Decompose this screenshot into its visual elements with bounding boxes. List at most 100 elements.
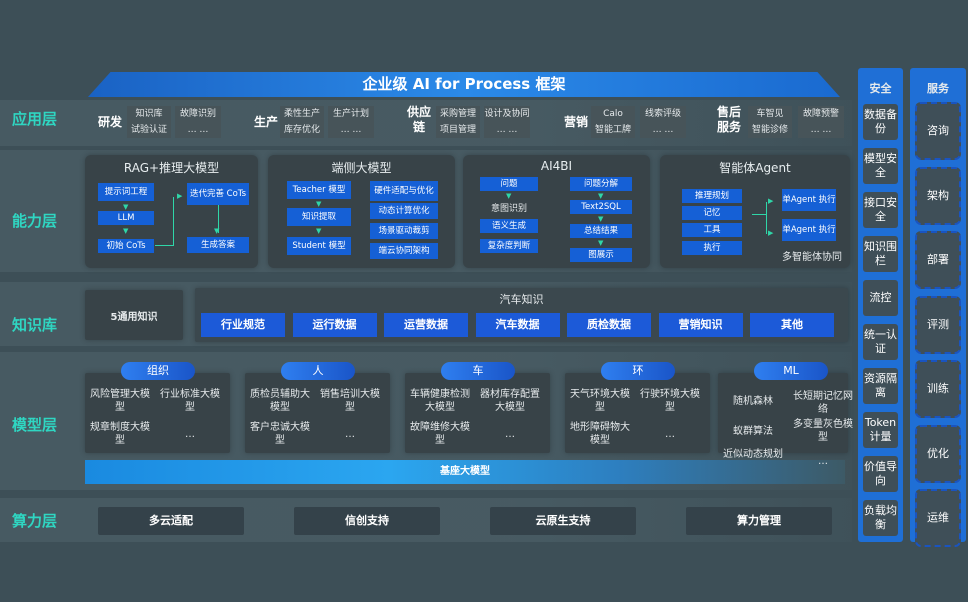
ai4bi-item: 问题: [480, 177, 538, 191]
rag-panel: RAG+推理大模型 提示词工程 ▼ LLM ▼ 初始 CoTs ▶ 迭代完善 C…: [85, 155, 258, 268]
model-item: 销售培训大模型: [320, 389, 380, 413]
rag-item: 初始 CoTs: [98, 239, 154, 253]
general-knowledge-label: 5通用知识: [110, 312, 158, 323]
single-agent-box: 单Agent 执行: [782, 189, 836, 211]
service-item: 部署: [915, 231, 961, 289]
model-item: 故障维修大模型: [410, 422, 470, 446]
app-item: … …: [810, 125, 832, 135]
app-group-label: 售后服务: [716, 105, 741, 134]
compute-item: 算力管理: [686, 507, 832, 535]
security-item: 负载均衡: [863, 500, 898, 536]
arrow-right-icon: ▶: [177, 192, 183, 200]
compute-item: 信创支持: [294, 507, 440, 535]
edge-item: 动态计算优化: [370, 203, 438, 219]
app-group-label: 供应链: [406, 105, 431, 134]
app-item: 线索评级: [644, 109, 681, 119]
edge-item: Teacher 模型: [287, 181, 351, 199]
model-item: 蚁群算法: [733, 426, 773, 437]
model-item: 行业标准大模型: [160, 389, 220, 413]
ai4bi-item: 语义生成: [480, 219, 538, 233]
service-title: 服务: [927, 82, 949, 95]
ai4bi-title: AI4BI: [540, 159, 573, 173]
model-category-pill: 环: [601, 362, 675, 380]
page-title: 企业级 AI for Process 框架: [88, 72, 840, 97]
model-item: 随机森林: [733, 396, 773, 407]
rag-item: 生成答案: [187, 237, 249, 253]
arrow-down-icon: ▼: [316, 200, 322, 208]
app-item: 车智见: [756, 109, 784, 119]
model-item: 风险管理大模型: [90, 389, 150, 413]
edge-item: Student 模型: [287, 237, 351, 255]
rag-item: LLM: [98, 211, 154, 225]
model-item: 地形障碍物大模型: [570, 422, 630, 446]
knowledge-item: 营销知识: [658, 313, 743, 337]
security-item: 统一认证: [863, 324, 898, 360]
ai4bi-panel: AI4BI 问题 ▼ 意图识别 语义生成 复杂度判断 问题分解 ▼ Text2S…: [463, 155, 650, 268]
service-item: 运维: [915, 489, 961, 547]
arrow-down-icon: ▼: [598, 239, 604, 247]
agent-item: 工具: [682, 223, 742, 237]
service-item: 训练: [915, 360, 961, 418]
model-item: 长短期记忆网络: [793, 391, 853, 415]
security-item: 资源隔离: [863, 368, 898, 404]
agent-panel: 智能体Agent 推理规划 记忆 工具 执行 ▶ ▶ 单Agent 执行 单Ag…: [660, 155, 850, 268]
app-item: … …: [496, 125, 518, 135]
agent-item: 推理规划: [682, 189, 742, 203]
app-item: … …: [340, 125, 362, 135]
ai4bi-item: 图展示: [570, 248, 632, 262]
arrow-down-icon: ▼: [598, 192, 604, 200]
ai4bi-item: 意图识别: [490, 204, 527, 214]
rag-title: RAG+推理大模型: [123, 161, 220, 175]
layer-label-app: 应用层: [12, 110, 58, 128]
app-item: 试验认证: [130, 125, 167, 135]
edge-model-panel: 端侧大模型 Teacher 模型 ▼ 知识提取 ▼ Student 模型 硬件适…: [268, 155, 455, 268]
single-agent-box: 单Agent 执行: [782, 219, 836, 241]
rag-item: 迭代完善 CoTs: [187, 183, 249, 205]
model-item: 多变量灰色模型: [793, 419, 853, 443]
security-column: 安全 数据备份 模型安全 接口安全 知识围栏 流控 统一认证 资源隔离 Token计量 价值导向…: [858, 68, 903, 542]
app-item-box: 采购管理 项目管理: [436, 106, 480, 138]
model-item: …: [345, 429, 355, 440]
rag-item: 提示词工程: [98, 183, 154, 201]
model-item: …: [665, 429, 675, 440]
app-item: Calo: [603, 109, 623, 119]
app-item-box: 车智见 智能诊修: [748, 106, 792, 138]
app-item-box: 设计及协同 … …: [484, 106, 530, 138]
app-item: 智能工牌: [594, 125, 631, 135]
model-category-pill: 人: [281, 362, 355, 380]
knowledge-item: 质检数据: [567, 313, 651, 337]
model-item: 车辆健康检测大模型: [410, 389, 470, 413]
layer-label-model: 模型层: [12, 416, 58, 434]
edge-item: 端云协同架构: [370, 243, 438, 259]
app-group-label: 研发: [97, 115, 122, 129]
arrow-right-icon: ▶: [768, 229, 774, 237]
agent-item: 记忆: [682, 206, 742, 220]
edge-item: 知识提取: [287, 208, 351, 226]
app-item: 库存优化: [283, 125, 320, 135]
app-item: 智能诊修: [751, 125, 788, 135]
app-item-box: 故障预警 … …: [798, 106, 844, 138]
model-item: 天气环境大模型: [570, 389, 630, 413]
model-item: 质检员辅助大模型: [250, 389, 310, 413]
model-item: …: [185, 429, 195, 440]
model-category-pill: ML: [754, 362, 828, 380]
layer-label-knowledge: 知识库: [12, 316, 58, 334]
ai4bi-item: Text2SQL: [570, 200, 632, 214]
arrow-down-icon: ▼: [214, 227, 220, 235]
knowledge-item: 行业规范: [201, 313, 285, 337]
layer-label-capability: 能力层: [12, 212, 58, 230]
security-item: Token计量: [863, 412, 898, 448]
security-item: 知识围栏: [863, 236, 898, 272]
model-item: 客户忠诚大模型: [250, 422, 310, 446]
arrow-down-icon: ▼: [506, 192, 512, 200]
app-item-box: Calo 智能工牌: [591, 106, 635, 138]
app-group-label: 营销: [563, 115, 588, 129]
service-column: 服务 咨询 架构 部署 评测 训练 优化 运维: [910, 68, 966, 547]
edge-item: 硬件适配与优化: [370, 181, 438, 201]
model-panel: [245, 373, 390, 453]
app-item: 柔性生产: [283, 109, 320, 119]
base-model-bar: 基座大模型: [85, 460, 845, 484]
compute-item: 多云适配: [98, 507, 244, 535]
edge-item: 场景驱动裁剪: [370, 223, 438, 239]
arrow-down-icon: ▼: [316, 227, 322, 235]
